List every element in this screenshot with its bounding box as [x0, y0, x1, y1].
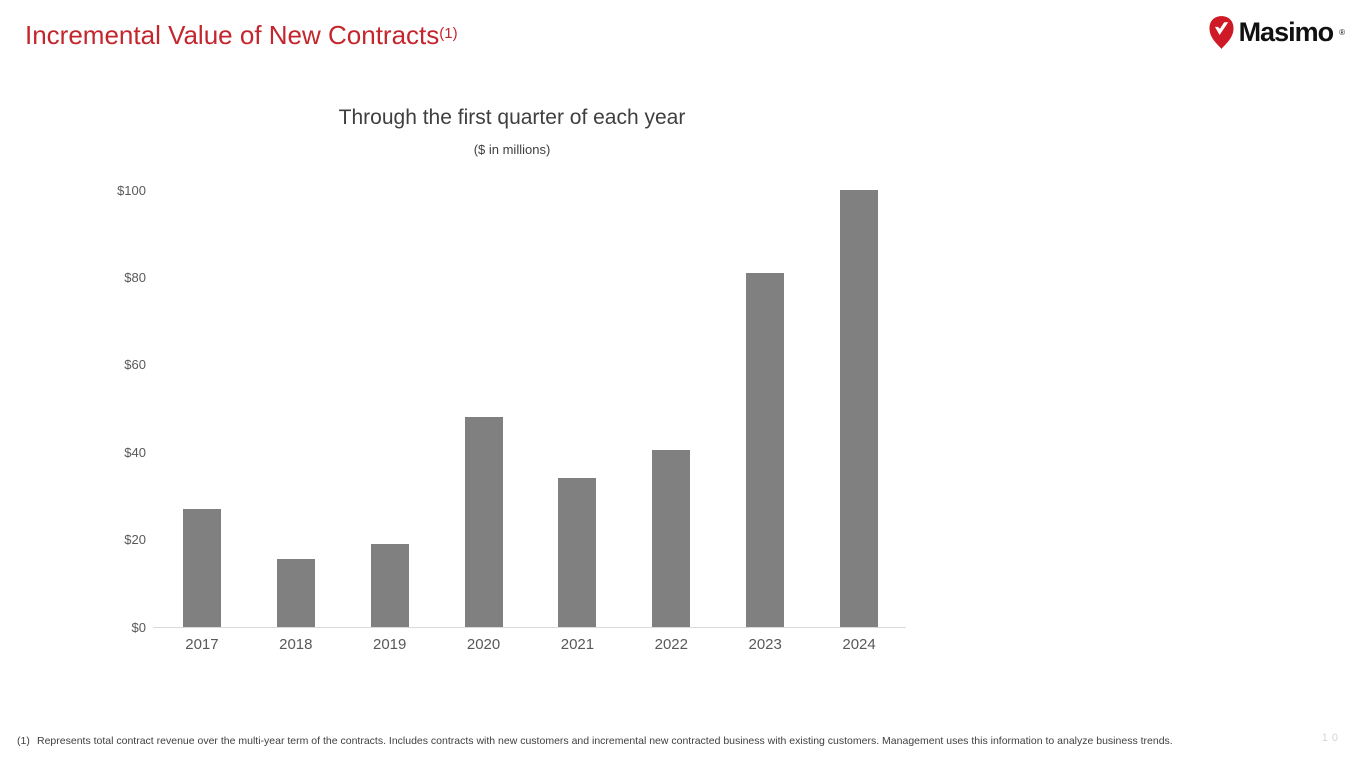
- x-tick-label-2017: 2017: [185, 636, 219, 653]
- bar-2023: [746, 273, 785, 627]
- masimo-logo: Masimo ®: [1209, 16, 1345, 49]
- y-tick-label: $80: [124, 269, 146, 285]
- slide-title-footnote-ref: (1): [439, 25, 458, 42]
- x-tick-label-2021: 2021: [560, 636, 595, 653]
- bar-2019: [370, 543, 409, 627]
- x-tick-label-2024: 2024: [842, 636, 876, 653]
- chart-subtitle: ($ in millions): [473, 142, 551, 157]
- bar-2018: [276, 559, 315, 627]
- footnote: (1) Represents total contract revenue ov…: [17, 735, 1242, 748]
- slide-title-text: Incremental Value of New Contracts: [25, 20, 440, 50]
- masimo-wordmark: Masimo: [1238, 17, 1335, 47]
- y-axis: $100 $80 $60 $40 $20 $0: [55, 0, 146, 768]
- x-tick-label-2023: 2023: [748, 636, 782, 653]
- x-axis: 2017 2018 2019 2020 2021 2022 2023 2024: [0, 636, 1365, 660]
- x-tick-label-2022: 2022: [654, 636, 688, 653]
- page-number: 10: [1321, 732, 1342, 744]
- bar-2017: [182, 509, 221, 627]
- y-tick-label: $20: [124, 532, 146, 548]
- x-axis-line: [153, 627, 906, 628]
- x-tick-label-2018: 2018: [279, 636, 313, 653]
- x-tick-label-2019: 2019: [373, 636, 407, 653]
- x-tick-label-2020: 2020: [466, 636, 501, 653]
- plot-area: [155, 190, 906, 627]
- y-tick-label: $60: [124, 357, 146, 373]
- slide-title: Incremental Value of New Contracts(1): [25, 20, 458, 51]
- bar-2020: [464, 417, 503, 627]
- footnote-marker: (1): [17, 735, 30, 747]
- y-tick-label: $40: [124, 444, 146, 460]
- registered-trademark-symbol: ®: [1339, 28, 1345, 37]
- chart-title: Through the first quarter of each year: [338, 106, 686, 129]
- footnote-text: Represents total contract revenue over t…: [37, 735, 1173, 747]
- bar-2021: [558, 478, 597, 627]
- y-tick-label: $0: [131, 619, 146, 635]
- bar-2024: [840, 190, 879, 627]
- bar-2022: [652, 450, 691, 627]
- masimo-drop-check-icon: [1209, 16, 1234, 49]
- y-tick-label: $100: [117, 182, 146, 198]
